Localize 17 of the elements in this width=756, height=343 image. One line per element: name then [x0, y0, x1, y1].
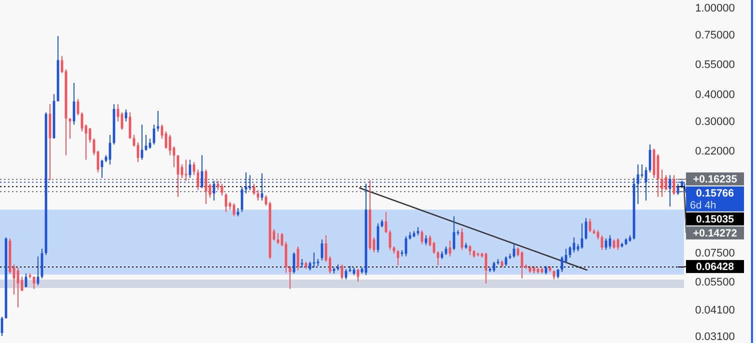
legend-label: 0.15766	[696, 188, 734, 200]
y-tick-label: 0.55000	[695, 58, 735, 71]
text: 6d 4h	[690, 200, 716, 212]
y-tick-label: 0.30000	[695, 116, 735, 128]
ref-line-label: +0.16235	[692, 174, 738, 186]
ref-line-label: 0.06428	[696, 261, 734, 274]
ref-line-label: 0.15035	[696, 214, 734, 226]
y-tick-label: 0.07500	[695, 247, 735, 260]
ref-line-label: +0.14272	[692, 228, 738, 240]
y-tick-label: 0.03100	[695, 330, 735, 343]
candlestick	[144, 134, 148, 152]
y-tick-label: 1.00000	[695, 2, 735, 14]
y-tick-label: 0.22000	[695, 146, 735, 158]
y-tick-label: 0.40000	[695, 89, 735, 102]
y-tick-label: 0.04100	[695, 304, 735, 316]
y-tick-label: 0.05500	[695, 276, 735, 289]
y-tick-label: 0.75000	[695, 30, 735, 42]
